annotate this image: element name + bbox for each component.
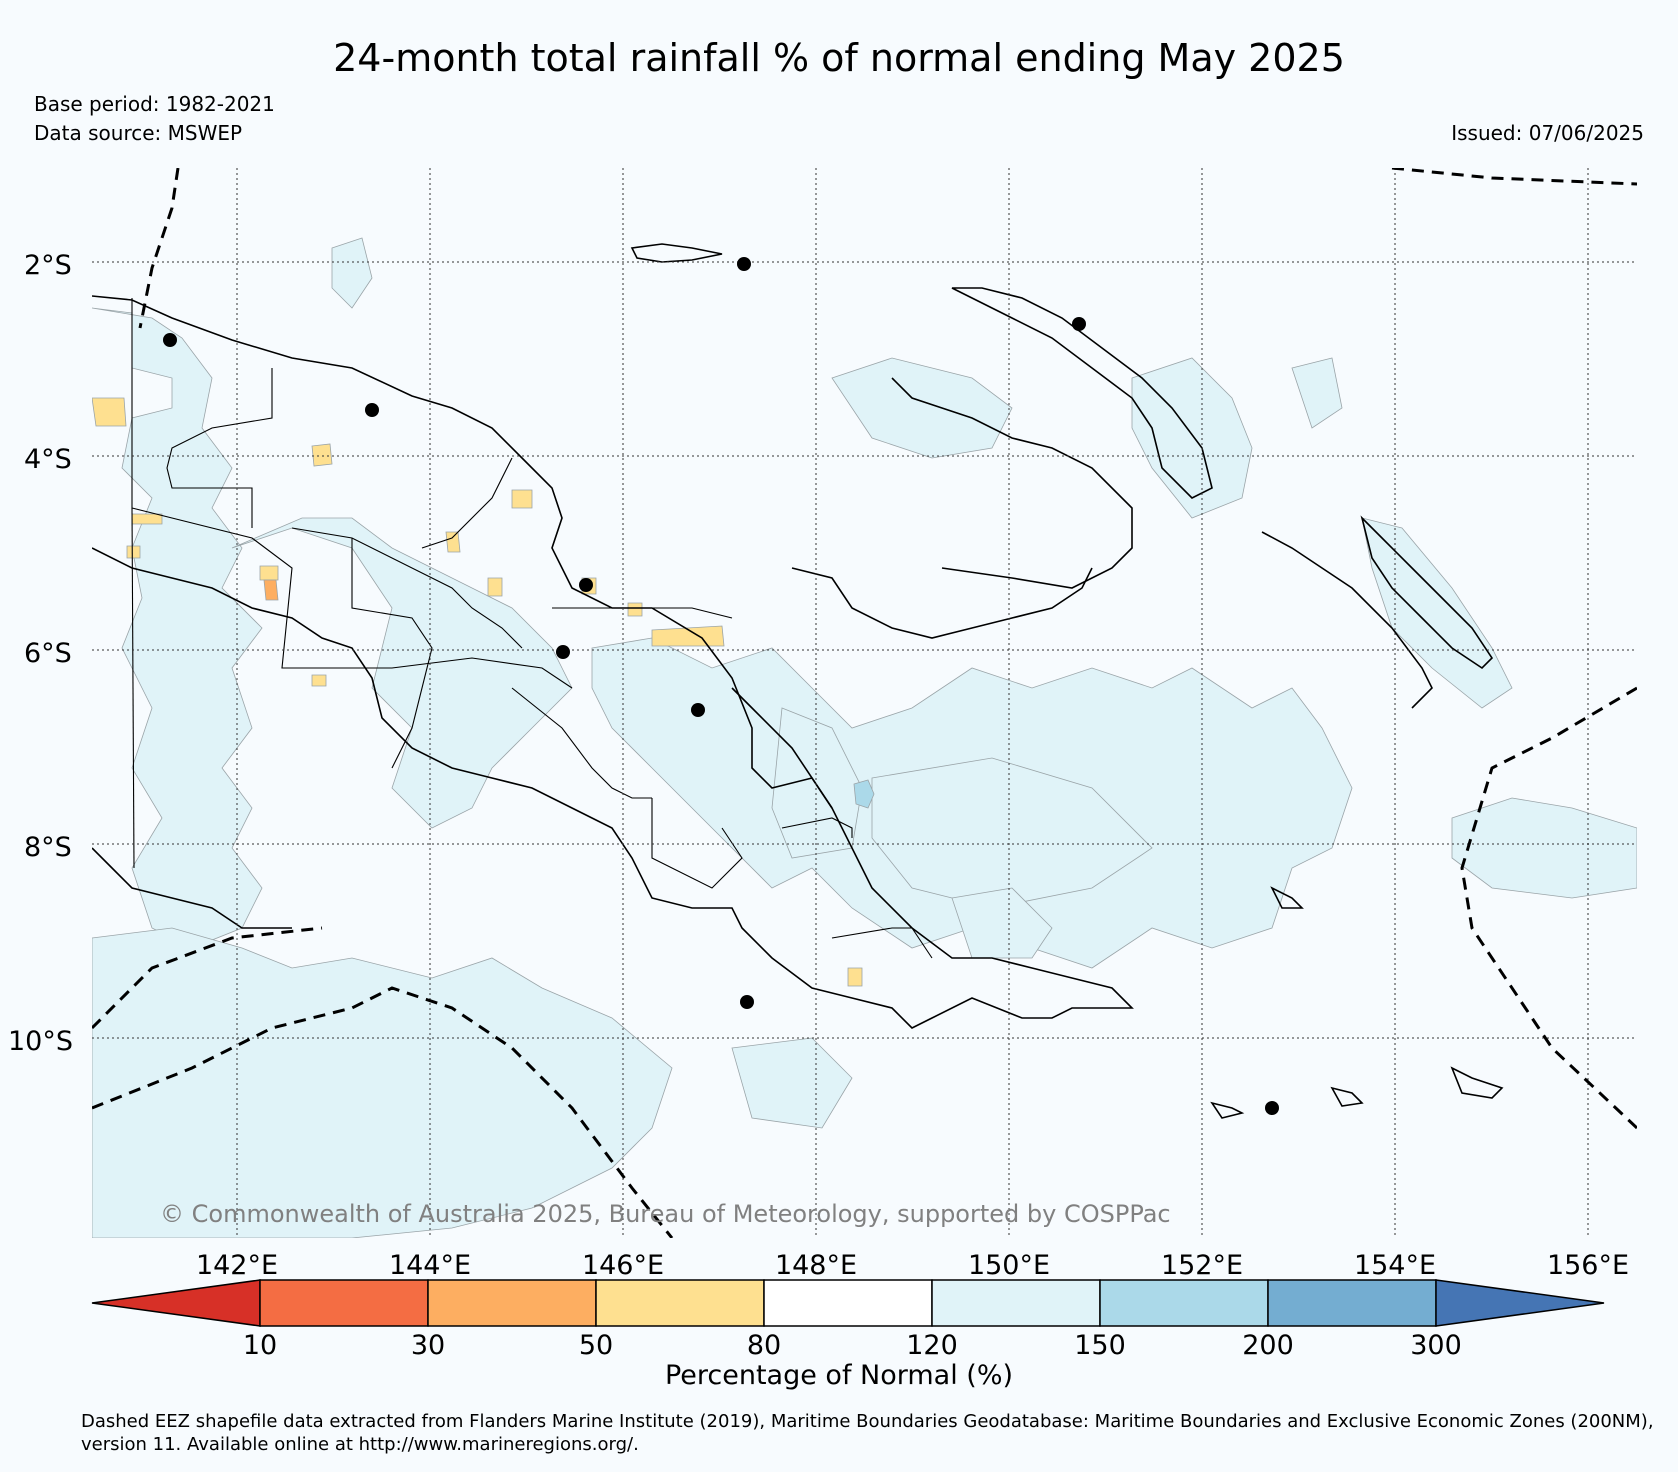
colorbar-tick: 50	[578, 1330, 614, 1361]
colorbar-ticks: 10 30 50 80 120 150 200 300	[0, 1330, 1678, 1366]
colorbar-segment	[91, 1279, 261, 1327]
colorbar-segment	[1267, 1279, 1437, 1327]
below-normal-regions	[92, 397, 863, 987]
copyright-text: © Commonwealth of Australia 2025, Bureau…	[160, 1200, 1171, 1228]
colorbar-segment	[427, 1279, 597, 1327]
above-normal-regions	[92, 237, 1637, 1238]
lon-label: 142°E	[195, 1250, 279, 1281]
graticule	[92, 168, 1637, 1238]
city-marker	[579, 578, 593, 592]
colorbar-tick: 80	[746, 1330, 782, 1361]
lon-label: 146°E	[581, 1250, 665, 1281]
colorbar-segment	[595, 1279, 765, 1327]
lon-label: 150°E	[967, 1250, 1051, 1281]
longitude-labels: 142°E 144°E 146°E 148°E 150°E 152°E 154°…	[0, 1250, 1678, 1286]
colorbar-tick: 10	[242, 1330, 278, 1361]
map-title: 24-month total rainfall % of normal endi…	[333, 36, 1345, 80]
much-above-normal-regions	[853, 779, 875, 809]
city-markers	[163, 257, 1279, 1115]
coastlines	[92, 243, 1504, 1119]
issued-date-text: Issued: 07/06/2025	[1451, 121, 1644, 145]
colorbar-segments	[91, 1279, 1605, 1327]
colorbar-segment	[763, 1279, 933, 1327]
colorbar-tick: 300	[1410, 1330, 1462, 1361]
lat-label-2s: 2°S	[24, 250, 72, 281]
colorbar-tick: 120	[906, 1330, 958, 1361]
colorbar-segment	[931, 1279, 1101, 1327]
city-marker	[365, 403, 379, 417]
lon-label: 154°E	[1353, 1250, 1437, 1281]
lat-label-10s: 10°S	[8, 1026, 73, 1057]
city-marker	[1072, 317, 1086, 331]
city-marker	[740, 995, 754, 1009]
colorbar-segment	[259, 1279, 429, 1327]
city-marker	[163, 333, 177, 347]
lon-label: 148°E	[774, 1250, 858, 1281]
lon-label: 156°E	[1546, 1250, 1630, 1281]
lat-label-4s: 4°S	[24, 444, 72, 475]
city-marker	[1265, 1101, 1279, 1115]
colorbar-segment	[1435, 1279, 1605, 1327]
well-below-normal-regions	[263, 579, 279, 601]
rainfall-map	[92, 168, 1637, 1238]
colorbar-tick: 30	[410, 1330, 446, 1361]
base-period-text: Base period: 1982-2021	[34, 92, 275, 116]
lon-label: 152°E	[1160, 1250, 1244, 1281]
city-marker	[737, 257, 751, 271]
eez-boundaries	[92, 168, 1637, 1238]
city-marker	[556, 645, 570, 659]
lon-label: 144°E	[388, 1250, 472, 1281]
city-marker	[691, 703, 705, 717]
colorbar-label: Percentage of Normal (%)	[664, 1360, 1014, 1391]
colorbar-segment	[1099, 1279, 1269, 1327]
footer-note: Dashed EEZ shapefile data extracted from…	[81, 1411, 1654, 1455]
lat-label-8s: 8°S	[24, 832, 72, 863]
provincial-borders	[131, 298, 933, 959]
colorbar-tick: 150	[1074, 1330, 1126, 1361]
lat-label-6s: 6°S	[24, 638, 72, 669]
data-source-text: Data source: MSWEP	[34, 121, 243, 145]
colorbar-tick: 200	[1242, 1330, 1294, 1361]
